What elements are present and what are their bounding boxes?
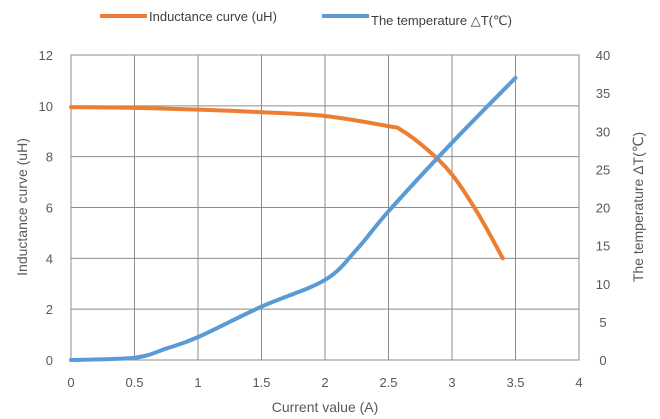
y2-tick-label: 25	[596, 162, 610, 177]
y-tick-label: 12	[39, 48, 53, 63]
y-tick-label: 10	[39, 99, 53, 114]
x-tick-label: 2.5	[379, 375, 397, 390]
y2-tick-label: 30	[596, 124, 610, 139]
x-tick-label: 4	[575, 375, 582, 390]
y-tick-label: 6	[46, 201, 53, 216]
y-tick-label: 0	[46, 353, 53, 368]
y2-axis-title: The temperature ΔT(℃)	[630, 132, 646, 282]
y2-tick-label: 10	[596, 277, 610, 292]
x-tick-label: 2	[321, 375, 328, 390]
legend-label-inductance: Inductance curve (uH)	[149, 9, 277, 24]
grid-lines	[70, 54, 580, 361]
x-tick-label: 3	[448, 375, 455, 390]
x-tick-label: 3.5	[506, 375, 524, 390]
y2-tick-label: 5	[599, 315, 606, 330]
plot-area-border	[70, 54, 580, 361]
legend-label-temperature: The temperature △T(℃)	[371, 13, 512, 28]
y2-tick-label: 40	[596, 48, 610, 63]
x-axis-title: Current value (A)	[272, 399, 379, 415]
tick-labels: 0 0.5 1 1.5 2 2.5 3 3.5 402468101205101520253035…	[39, 48, 611, 390]
series-line-inductance	[69, 105, 505, 261]
y-tick-label: 4	[46, 251, 53, 266]
x-tick-label: 0.5	[125, 375, 143, 390]
y2-tick-label: 0	[599, 353, 606, 368]
chart-legend: Inductance curve (uH) The temperature △T…	[100, 9, 512, 28]
x-tick-label: 1	[194, 375, 201, 390]
series-layer	[69, 75, 518, 362]
x-tick-label: 1.5	[252, 375, 270, 390]
y2-tick-label: 20	[596, 201, 610, 216]
x-tick-label: 0	[67, 375, 74, 390]
y-tick-label: 8	[46, 150, 53, 165]
y-tick-label: 2	[46, 302, 53, 317]
y2-tick-label: 35	[596, 86, 610, 101]
y-axis-title: Inductance curve (uH)	[14, 138, 30, 276]
y2-tick-label: 15	[596, 239, 610, 254]
series-line-temperature	[69, 75, 518, 362]
